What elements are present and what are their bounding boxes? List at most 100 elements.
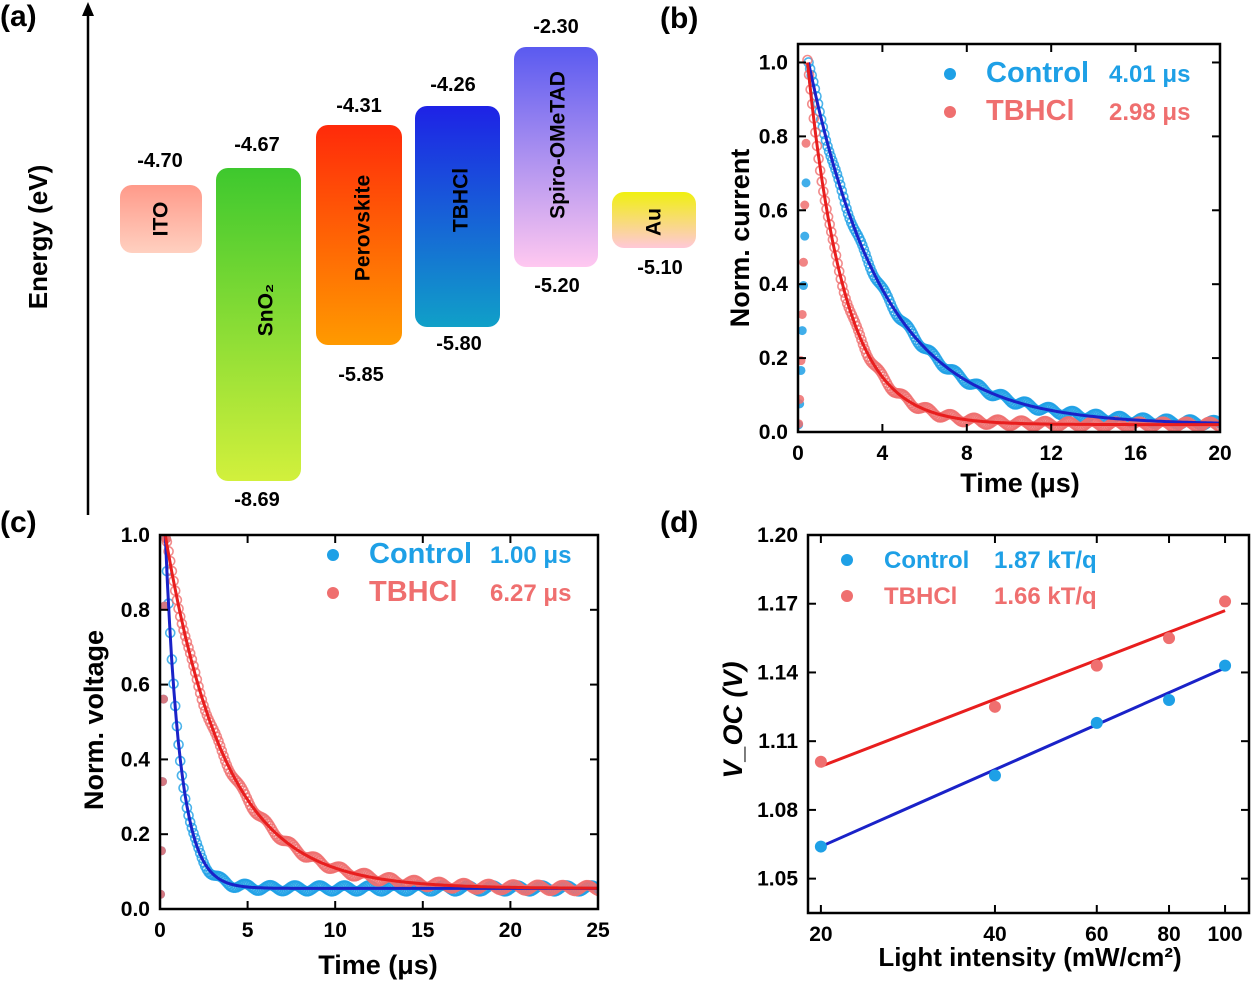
panel-label-c: (c) xyxy=(0,506,37,539)
data-point-control xyxy=(1090,716,1103,729)
y-tick-label-d: 1.17 xyxy=(757,593,798,616)
x-axis-label-b: Time (μs) xyxy=(960,468,1080,498)
panel-c: (c) 0 5 10 15 20 25 0.0 0.2 0.4 0.6 0.8 1.0 Control 1… xyxy=(0,506,610,980)
energy-top-perovskite: -4.31 xyxy=(336,95,382,117)
y-tick-label-d: 1.11 xyxy=(758,730,798,753)
x-tick-label-d: 20 xyxy=(809,923,832,946)
data-point-tbhcl xyxy=(592,885,598,897)
legend-label-control: Control xyxy=(369,538,472,570)
layer-tbhcl xyxy=(415,106,500,327)
data-point-tbhcl xyxy=(1219,595,1232,608)
panel-label-a: (a) xyxy=(0,0,37,33)
data-point-control xyxy=(800,231,810,241)
energy-top-ito: -4.70 xyxy=(137,150,183,172)
fit-line-control xyxy=(807,62,1220,425)
legend-marker-tbhcl xyxy=(841,590,853,602)
y-tick-label-b: 1.0 xyxy=(759,51,788,74)
y-tick-label-c: 0.4 xyxy=(121,748,151,771)
x-tick-label-b: 20 xyxy=(1208,442,1231,465)
panel-d: (d) 20 40 60 80 100 1.05 1.08 1.11 1.14 1.17 1.20 C… xyxy=(660,506,1251,972)
plot-frame-b xyxy=(796,42,1222,434)
plot-area-c xyxy=(160,535,598,899)
layer-label-spiro-ometad: Spiro-OMeTAD xyxy=(547,71,570,219)
data-point-tbhcl xyxy=(798,394,805,404)
energy-bottom-spiro-ometad: -5.20 xyxy=(534,275,580,297)
data-point-tbhcl xyxy=(160,777,167,787)
y-axis-label-b: Norm. current xyxy=(725,149,755,328)
y-tick-label-b: 0.8 xyxy=(759,125,789,148)
y-tick-label-d: 1.08 xyxy=(757,799,798,822)
y-tick-label-b: 0.4 xyxy=(759,273,789,296)
x-tick-label-b: 16 xyxy=(1124,442,1147,465)
x-tick-label-d: 60 xyxy=(1085,923,1108,946)
x-tick-label-b: 8 xyxy=(961,442,973,465)
data-point-control xyxy=(798,365,806,375)
x-tick-label-c: 0 xyxy=(154,919,166,942)
legend-label-tbhcl: TBHCl xyxy=(986,95,1075,127)
data-point-tbhcl xyxy=(814,755,827,768)
legend-lifetime-control: 1.00 μs xyxy=(490,542,571,569)
legend-ideality-control: 1.87 kT/q xyxy=(994,547,1097,574)
data-point-control xyxy=(988,769,1001,782)
y-tick-label-c: 0.2 xyxy=(121,823,150,846)
data-point-tbhcl xyxy=(801,138,811,148)
data-point-tbhcl xyxy=(160,846,166,856)
fit-line-tbhcl xyxy=(806,62,1220,427)
energy-axis-arrowhead xyxy=(82,2,94,16)
x-tick-label-c: 25 xyxy=(586,919,610,942)
data-point-tbhcl xyxy=(160,889,166,899)
y-tick-label-c: 0.0 xyxy=(121,898,150,921)
legend-label-control: Control xyxy=(986,57,1089,89)
energy-bottom-sno-: -8.69 xyxy=(234,489,280,511)
energy-top-sno-: -4.67 xyxy=(234,134,280,156)
fit-line-tbhcl xyxy=(820,609,1226,768)
x-tick-label-c: 10 xyxy=(324,919,347,942)
plot-frame-c xyxy=(158,533,600,911)
x-tick-label-c: 20 xyxy=(499,919,522,942)
legend-marker-control xyxy=(841,554,853,566)
data-point-control xyxy=(1163,693,1176,706)
data-point-tbhcl xyxy=(1090,659,1103,672)
data-point-control xyxy=(798,326,807,336)
fit-line-tbhcl xyxy=(163,535,598,890)
layer-au xyxy=(612,192,696,248)
panel-a: (a) Energy (eV) ITO -4.70 SnO₂ -4.67 -8.69 Pe… xyxy=(0,0,696,515)
x-axis-label-c: Time (μs) xyxy=(318,950,438,980)
layer-label-au: Au xyxy=(643,208,666,236)
energy-bottom-perovskite: -5.85 xyxy=(338,364,384,386)
layer-sno- xyxy=(216,168,301,481)
legend-lifetime-tbhcl: 6.27 μs xyxy=(490,580,571,607)
x-tick-label-d: 80 xyxy=(1157,923,1180,946)
layer-spiro-ometad xyxy=(514,47,598,267)
data-point-control xyxy=(798,281,808,291)
legend-marker-tbhcl xyxy=(944,106,956,118)
legend-ideality-tbhcl: 1.66 kT/q xyxy=(994,583,1097,610)
data-point-control xyxy=(814,840,827,853)
y-tick-label-b: 0.0 xyxy=(759,421,788,444)
data-point-control xyxy=(801,178,811,188)
panel-b: (b) 0 4 8 12 16 20 0.0 0.2 0.4 0.6 0.8 1.0 Control 4.… xyxy=(660,2,1232,498)
data-point-tbhcl xyxy=(798,309,807,319)
plot-frame-d xyxy=(806,533,1251,915)
y-tick-label-b: 0.2 xyxy=(759,347,788,370)
data-point-tbhcl xyxy=(798,419,804,429)
fit-line-control xyxy=(820,666,1226,848)
panel-label-d: (d) xyxy=(660,506,698,539)
energy-bottom-tbhcl: -5.80 xyxy=(436,333,482,355)
legend-marker-control xyxy=(327,549,339,561)
data-point-tbhcl xyxy=(988,700,1001,713)
x-tick-label-c: 5 xyxy=(242,919,254,942)
x-tick-label-b: 12 xyxy=(1040,442,1063,465)
layer-perovskite xyxy=(316,125,402,345)
panel-label-b: (b) xyxy=(660,2,698,35)
energy-bottom-au: -5.10 xyxy=(637,257,683,279)
y-tick-label-c: 0.6 xyxy=(121,674,150,697)
x-axis-label-d-text: Light intensity (mW/cm²) xyxy=(878,942,1181,972)
layer-label-ito: ITO xyxy=(150,202,173,237)
legend-lifetime-control: 4.01 μs xyxy=(1109,61,1190,88)
y-tick-label-d: 1.14 xyxy=(757,661,798,684)
data-point-tbhcl xyxy=(798,257,808,267)
y-tick-label-c: 0.8 xyxy=(121,599,151,622)
energy-top-tbhcl: -4.26 xyxy=(430,74,476,96)
